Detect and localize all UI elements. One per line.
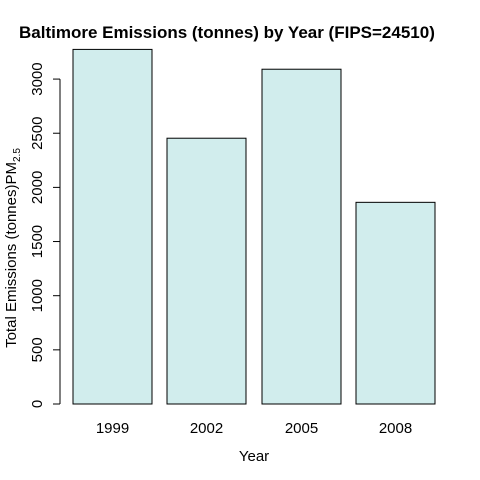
y-tick-label: 2000 <box>29 171 46 204</box>
chart-title: Baltimore Emissions (tonnes) by Year (FI… <box>19 23 435 42</box>
y-tick-label: 3000 <box>29 62 46 95</box>
x-tick-label: 1999 <box>96 420 129 437</box>
x-tick-label: 2005 <box>285 420 318 437</box>
x-axis-label: Year <box>239 448 269 465</box>
bar-1999 <box>72 48 153 405</box>
y-tick-label: 1500 <box>29 225 46 258</box>
y-tick-label: 2500 <box>29 117 46 150</box>
bar-2002 <box>166 137 247 405</box>
x-tick-label: 2002 <box>190 420 223 437</box>
bar-2008 <box>355 201 436 405</box>
y-tick-label: 500 <box>29 337 46 362</box>
y-axis: 0 500 1000 1500 2000 2500 3000 <box>29 62 61 408</box>
y-axis-label-subscript: 2.5 <box>12 148 23 162</box>
bars-group <box>72 48 436 405</box>
x-axis: 1999 2002 2005 2008 <box>96 420 412 437</box>
bar-2005 <box>261 68 342 405</box>
x-tick-label: 2008 <box>379 420 412 437</box>
y-axis-label-main: Total Emissions (tonnes)PM <box>3 162 20 348</box>
y-axis-label: Total Emissions (tonnes)PM2.5 <box>3 148 23 348</box>
y-tick-label: 1000 <box>29 279 46 312</box>
y-tick-label: 0 <box>29 400 46 408</box>
